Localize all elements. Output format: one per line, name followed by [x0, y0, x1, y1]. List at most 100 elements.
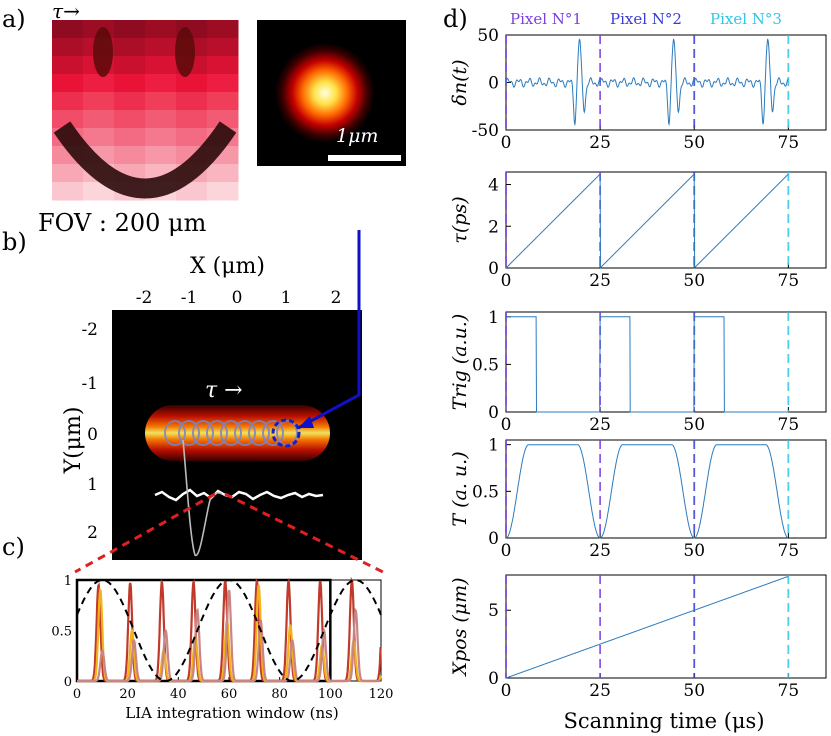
- chart-d-signal: [505, 576, 789, 679]
- chart-d-xtick: 75: [778, 681, 800, 701]
- smiley-grid-cell: [83, 128, 115, 147]
- smiley-grid-cell: [207, 56, 239, 75]
- panel-b-ytick: 2: [87, 523, 98, 543]
- smiley-grid-cell: [83, 74, 115, 93]
- smiley-grid-cell: [52, 38, 84, 57]
- chart-d-ytick: 0.5: [472, 482, 499, 502]
- helix-loop: [164, 420, 186, 446]
- smile-curve: [53, 121, 237, 199]
- chart-d-ytick: 2: [488, 217, 499, 237]
- chart-d-ylabel: Trig (a.u.): [449, 314, 471, 411]
- scale-bar-label: 1μm: [336, 125, 378, 147]
- left-eye: [93, 27, 113, 77]
- smiley-grid-cell: [207, 20, 239, 39]
- helix-loop: [192, 420, 214, 446]
- chart-d-ytick: 5: [488, 601, 499, 621]
- chart-d-subplot: 0 25 50 75 0 0.5 1 T (a. u.): [449, 436, 827, 561]
- smiley-grid-cell: [114, 20, 146, 39]
- chart-c-ytick: 0.5: [51, 625, 72, 640]
- smiley-grid-cell: [207, 92, 239, 111]
- panel-b-ytick: -2: [81, 320, 98, 340]
- chart-d-xtick: 50: [683, 541, 705, 561]
- chart-d-xlabel: Scanning time (μs): [563, 709, 764, 733]
- chart-d-xtick: 0: [501, 133, 512, 153]
- chart-c-reference-series: [76, 578, 382, 683]
- smiley-grid-cell: [52, 92, 84, 111]
- chart-d-ytick: 0: [488, 529, 499, 549]
- chart-d-ytick: 1: [488, 308, 499, 328]
- panel-a-smiley: [52, 20, 239, 201]
- chart-c-xtick: 80: [271, 687, 288, 702]
- tau-arrow-label: τ→: [52, 0, 80, 23]
- fov-label: FOV : 200 μm: [38, 209, 207, 237]
- chart-d-signal: [505, 38, 789, 127]
- smiley-grid-cell: [207, 38, 239, 57]
- smiley-grid-cell: [52, 20, 84, 39]
- smiley-grid-cell: [52, 74, 84, 93]
- smiley-grid-cell: [207, 182, 239, 201]
- panel-c-label: c): [2, 533, 25, 561]
- chart-c: 0 20 40 60 80 100 120 0 0.5 1: [51, 574, 393, 702]
- panel-b-label: b): [2, 228, 27, 256]
- panel-b-ytick: -1: [81, 374, 98, 394]
- chart-d-subplot: 0 25 50 75 0 0.5 1 Trig (a.u.): [449, 308, 827, 435]
- highlight-pixel-circle: [271, 418, 301, 448]
- panel-d-label: d): [443, 5, 468, 33]
- pointer-arrowhead: [298, 416, 314, 428]
- chart-d-subplot-frame: [505, 439, 827, 539]
- helix-loop: [234, 420, 256, 446]
- chart-d-xtick: 25: [589, 271, 611, 291]
- chart-d-xtick: 0: [501, 415, 512, 435]
- chart-c-xtick: 60: [221, 687, 238, 702]
- chart-d-xtick: 0: [501, 271, 512, 291]
- chart-d-xtick: 50: [683, 133, 705, 153]
- chart-d-ytick: 0: [488, 74, 499, 94]
- smiley-grid-cell: [83, 110, 115, 129]
- chart-d-xtick: 75: [778, 541, 800, 561]
- smiley-grid-cell: [145, 20, 177, 39]
- smiley-grid-cell: [207, 164, 239, 183]
- smiley-grid-cell: [207, 110, 239, 129]
- chart-c-ytick: 1: [64, 574, 72, 589]
- smiley-grid-cell: [145, 128, 177, 147]
- smiley-grid-cell: [114, 146, 146, 165]
- legend-pixel-1: Pixel N°1: [510, 10, 582, 28]
- smiley-grid-cell: [114, 128, 146, 147]
- right-eye: [175, 27, 195, 77]
- smiley-grid-cell: [52, 164, 84, 183]
- chart-d-ytick: 0: [488, 669, 499, 689]
- smiley-grid-cell: [176, 110, 208, 129]
- smiley-grid-cell: [176, 92, 208, 111]
- zoom-line-right: [224, 492, 384, 574]
- chart-d-signal: [506, 316, 788, 413]
- chart-d-xtick: 25: [589, 541, 611, 561]
- chart-d-xtick: 75: [778, 415, 800, 435]
- smiley-grid-cell: [145, 38, 177, 57]
- panel-b-xtick: 1: [281, 288, 292, 308]
- psf-image: 1μm: [257, 20, 406, 166]
- chart-d-ytick: -50: [472, 121, 499, 141]
- legend-d: Pixel N°1 Pixel N°2 Pixel N°3: [510, 10, 782, 28]
- smiley-grid-cell: [114, 74, 146, 93]
- chart-d-subplot-frame: [505, 574, 827, 679]
- panel-b-xtick: -2: [136, 288, 153, 308]
- smiley-grid-cell: [145, 146, 177, 165]
- smiley-grid-cell: [145, 92, 177, 111]
- panel-b-tau-label: τ →: [205, 378, 243, 403]
- smiley-grid-cell: [83, 92, 115, 111]
- panel-b-xtick: 0: [232, 288, 243, 308]
- legend-pixel-2: Pixel N°2: [610, 10, 682, 28]
- chart-d-xtick: 50: [683, 415, 705, 435]
- chart-c-xtick: 40: [170, 687, 187, 702]
- scale-bar: [328, 155, 401, 161]
- chart-c-xtick: 20: [119, 687, 136, 702]
- panel-b-xlabel: X (μm): [190, 254, 265, 279]
- smiley-grid-cell: [207, 74, 239, 93]
- smiley-grid-cell: [52, 56, 84, 75]
- chart-d-ylabel: τ(ps): [449, 196, 471, 243]
- chart-d-ylabel: Xpos (μm): [449, 577, 471, 677]
- helix-loop: [178, 420, 200, 446]
- chart-d-ytick: 0.5: [472, 355, 499, 375]
- smiley-grid-cell: [145, 110, 177, 129]
